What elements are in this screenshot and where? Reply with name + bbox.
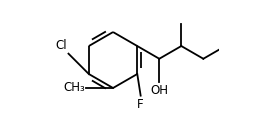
- Text: OH: OH: [150, 84, 168, 97]
- Text: CH₃: CH₃: [64, 82, 86, 95]
- Text: Cl: Cl: [55, 39, 67, 52]
- Text: F: F: [137, 98, 144, 111]
